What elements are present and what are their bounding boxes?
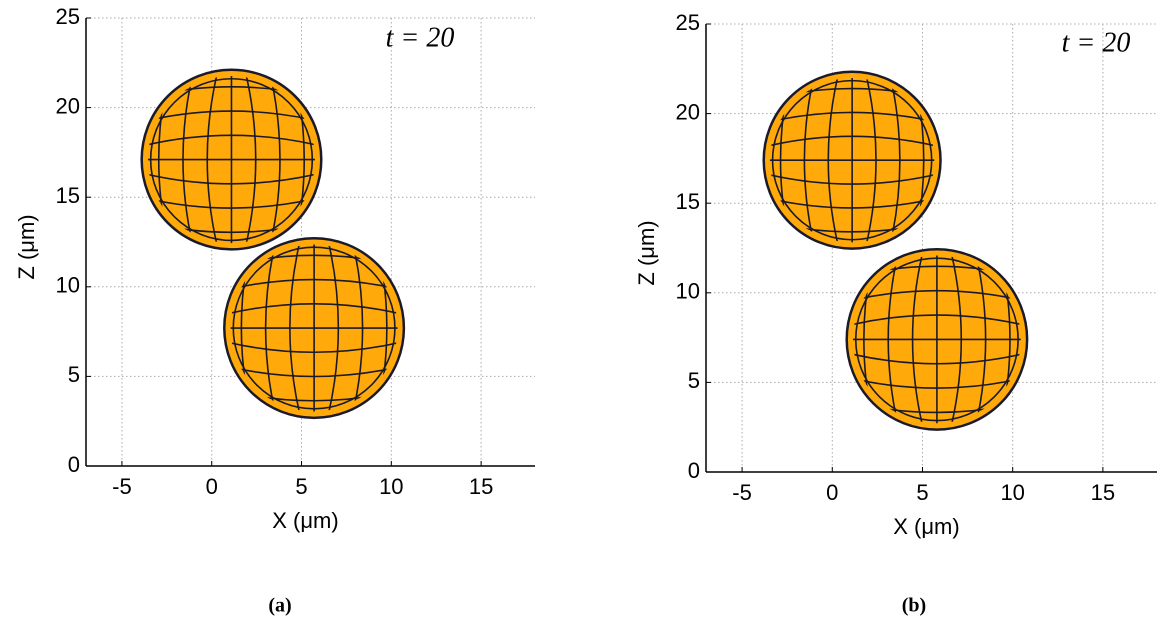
x-tick-label: 15 (469, 474, 493, 499)
panel-label: (b) (902, 595, 926, 617)
annotation: t = 20 (1062, 27, 1131, 58)
x-tick-label: 10 (379, 474, 403, 499)
y-tick-label: 15 (676, 189, 700, 214)
annotation: t = 20 (386, 22, 455, 53)
cell (847, 249, 1027, 429)
cell (224, 238, 404, 418)
y-tick-label: 10 (676, 279, 700, 304)
y-axis-label: Z (μm) (634, 220, 659, 285)
y-tick-label: 5 (688, 368, 700, 393)
y-tick-label: 25 (676, 10, 700, 35)
x-tick-label: 0 (206, 474, 218, 499)
y-tick-label: 25 (56, 4, 80, 29)
y-tick-label: 20 (56, 93, 80, 118)
x-tick-label: -5 (112, 474, 132, 499)
x-tick-label: 15 (1091, 480, 1115, 505)
x-axis-label: X (μm) (272, 508, 338, 533)
x-tick-label: 5 (916, 480, 928, 505)
x-axis-label: X (μm) (893, 514, 959, 539)
panel-label: (a) (268, 595, 291, 617)
y-tick-label: 5 (68, 362, 80, 387)
x-tick-label: -5 (732, 480, 752, 505)
figure: -5 0 5 10 15 0 5 10 15 20 25 t = 20 X (μm) Z (μm) (a) -… (0, 0, 1164, 630)
y-tick-label: 0 (688, 458, 700, 483)
y-tick-label: 20 (676, 99, 700, 124)
x-tick-label: 0 (826, 480, 838, 505)
cell (142, 70, 322, 250)
x-tick-label: 10 (1000, 480, 1024, 505)
cell (764, 72, 941, 249)
y-tick-label: 15 (56, 183, 80, 208)
x-tick-label: 5 (295, 474, 307, 499)
y-tick-label: 0 (68, 452, 80, 477)
y-axis-label: Z (μm) (14, 214, 39, 279)
y-tick-label: 10 (56, 273, 80, 298)
